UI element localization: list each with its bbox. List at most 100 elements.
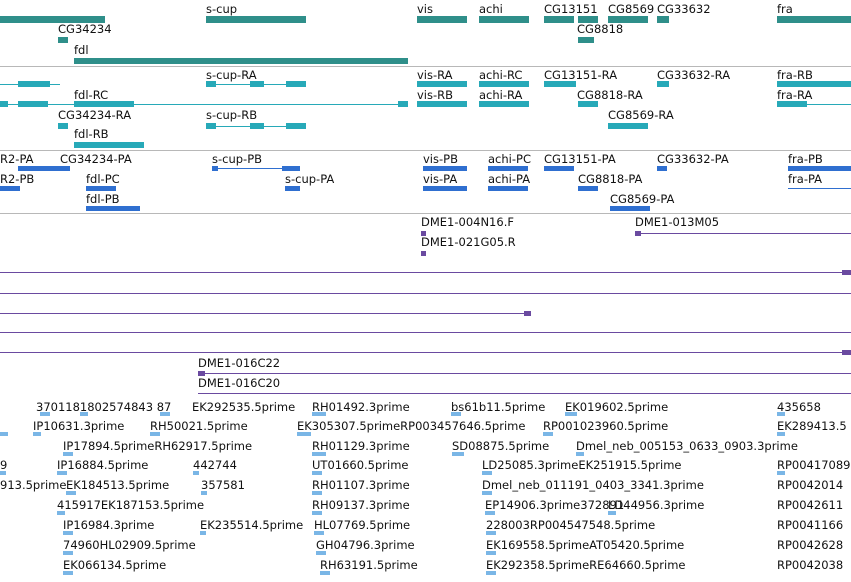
transcript-label[interactable]: CG8569-RA (608, 108, 674, 122)
gene-label[interactable]: CG33632 (657, 2, 711, 16)
exon-bar[interactable] (777, 101, 807, 107)
est-bar[interactable] (201, 491, 207, 495)
exon-bar[interactable] (86, 186, 116, 191)
transcript-label[interactable]: CG8818-RA (577, 88, 643, 102)
est-label[interactable]: SD08875.5prime (452, 439, 550, 453)
clone-end-marker[interactable] (198, 371, 205, 376)
est-bar[interactable] (63, 551, 73, 555)
gene-label[interactable]: CG8569 (608, 2, 655, 16)
exon-bar[interactable] (788, 166, 851, 171)
gene-bar[interactable] (777, 16, 851, 23)
exon-bar[interactable] (479, 101, 529, 107)
protein-label[interactable]: achi-PC (488, 152, 531, 166)
gene-bar[interactable] (58, 37, 68, 43)
protein-label[interactable]: vis-PA (423, 172, 458, 186)
est-label[interactable]: UT01660.5prime (312, 458, 409, 472)
exon-bar[interactable] (18, 101, 48, 107)
gene-bar[interactable] (74, 58, 408, 64)
clone-label[interactable]: DME1-016C20 (198, 376, 281, 390)
est-bar[interactable] (316, 551, 326, 555)
gene-label[interactable]: fdl (74, 43, 89, 57)
est-bar[interactable] (200, 531, 206, 535)
clone-label[interactable]: DME1-004N16.F (421, 215, 514, 229)
protein-label[interactable]: fdl-PC (86, 172, 120, 186)
exon-bar[interactable] (578, 101, 598, 107)
est-label[interactable]: GH04796.3prime (316, 538, 415, 552)
protein-label[interactable]: CG8818-PA (578, 172, 643, 186)
est-label[interactable]: LD25085.3primeEK251915.5prime (482, 458, 682, 472)
est-bar[interactable] (63, 452, 73, 456)
est-bar[interactable] (33, 432, 41, 436)
est-label[interactable]: 913.5prime (0, 478, 67, 492)
est-label[interactable]: RP0042611 (777, 498, 844, 512)
est-bar[interactable] (485, 511, 495, 515)
exon-bar[interactable] (206, 123, 216, 129)
gene-bar[interactable] (608, 16, 648, 23)
est-bar[interactable] (80, 412, 88, 416)
exon-bar[interactable] (423, 166, 467, 171)
est-bar[interactable] (297, 432, 311, 436)
est-label[interactable]: IP16884.5prime (57, 458, 149, 472)
est-label[interactable]: EK292358.5primeRE64660.5prime (486, 558, 686, 572)
gene-bar[interactable] (417, 16, 467, 23)
gene-bar[interactable] (544, 16, 574, 23)
est-label[interactable]: RP001023960.5prime (543, 419, 669, 433)
exon-bar[interactable] (578, 186, 598, 191)
est-label[interactable]: HL07769.5prime (314, 518, 411, 532)
clone-label[interactable]: DME1-013M05 (635, 215, 720, 229)
protein-label[interactable]: CG34234-PA (60, 152, 132, 166)
est-label[interactable]: 9 (0, 458, 8, 472)
protein-label[interactable]: fdl-PB (86, 192, 120, 206)
gene-bar[interactable] (657, 16, 669, 23)
est-bar[interactable] (66, 491, 76, 495)
est-label[interactable]: EK305307.5primeRP003457646.5prime (297, 419, 526, 433)
est-bar[interactable] (57, 511, 65, 515)
gene-bar[interactable] (578, 37, 594, 43)
gene-bar[interactable] (0, 16, 105, 23)
transcript-label[interactable]: vis-RA (417, 68, 453, 82)
est-label[interactable]: RP00417089 (777, 458, 851, 472)
clone-label[interactable]: DME1-021G05.R (421, 235, 516, 249)
gene-label[interactable]: vis (417, 2, 433, 16)
exon-bar[interactable] (18, 166, 70, 171)
transcript-label[interactable]: CG13151-RA (544, 68, 618, 82)
est-label[interactable]: IP16984.3prime (63, 518, 155, 532)
gene-label[interactable]: achi (479, 2, 503, 16)
exon-bar[interactable] (250, 81, 264, 87)
transcript-label[interactable]: achi-RA (479, 88, 523, 102)
est-label[interactable]: RP0042014 (777, 478, 844, 492)
est-bar[interactable] (312, 471, 322, 475)
protein-label[interactable]: CG13151-PA (544, 152, 616, 166)
protein-label[interactable]: s-cup-PA (285, 172, 335, 186)
est-label[interactable]: RH09137.3prime (312, 498, 410, 512)
gene-bar[interactable] (206, 16, 306, 23)
est-label[interactable]: 415917EK187153.5prime (57, 498, 205, 512)
transcript-label[interactable]: s-cup-RA (206, 68, 257, 82)
gene-label[interactable]: CG34234 (58, 22, 112, 36)
est-bar[interactable] (312, 491, 322, 495)
est-bar[interactable] (777, 432, 785, 436)
transcript-label[interactable]: fdl-RB (74, 127, 109, 141)
est-bar[interactable] (314, 531, 324, 535)
clone-line[interactable] (0, 332, 851, 333)
est-label[interactable]: Dmel_neb_011191_0403_3341.3prime (482, 478, 704, 492)
clone-line[interactable] (0, 313, 530, 314)
transcript-label[interactable]: s-cup-RB (206, 108, 258, 122)
est-label[interactable]: RH63191.5prime (320, 558, 418, 572)
clone-end-marker[interactable] (421, 231, 426, 236)
est-label[interactable]: RH01129.3prime (312, 439, 410, 453)
est-label[interactable]: IP17894.5primeRH62917.5prime (63, 439, 253, 453)
clone-line[interactable] (0, 272, 851, 273)
est-bar[interactable] (312, 452, 326, 456)
gene-label[interactable]: fra (777, 2, 793, 16)
gene-label[interactable]: s-cup (206, 2, 238, 16)
exon-bar[interactable] (286, 123, 306, 129)
protein-label[interactable]: vis-PB (423, 152, 458, 166)
exon-bar[interactable] (544, 166, 574, 171)
est-bar[interactable] (486, 571, 496, 575)
exon-bar[interactable] (488, 166, 528, 171)
est-bar[interactable] (452, 452, 464, 456)
protein-label[interactable]: CG33632-PA (657, 152, 729, 166)
clone-end-marker[interactable] (842, 270, 851, 275)
exon-bar[interactable] (417, 101, 467, 107)
